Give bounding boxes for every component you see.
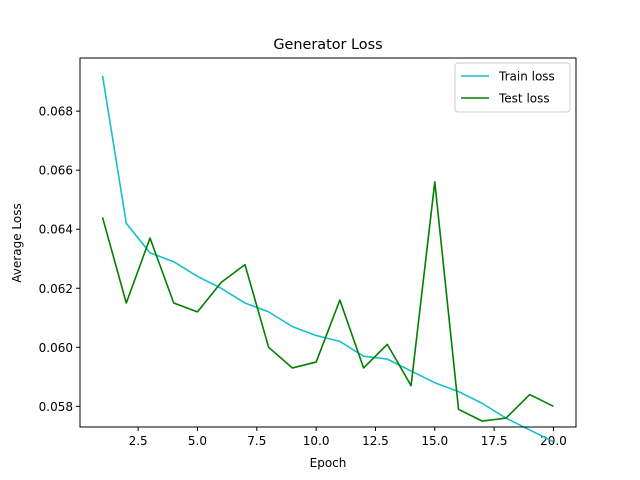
chart-title: Generator Loss [273,37,382,53]
x-axis-label: Epoch [310,456,347,470]
y-axis-label: Average Loss [10,203,24,282]
legend-label: Test loss [498,92,550,106]
series-line-0 [101,75,554,443]
legend-label: Train loss [498,70,555,84]
y-tick-label: 0.058 [39,400,73,414]
x-tick-label: 15.0 [421,434,448,448]
y-tick-label: 0.064 [39,223,73,237]
x-tick-label: 17.5 [481,434,508,448]
legend: Train loss Test loss [454,62,571,113]
y-tick-label: 0.066 [39,164,73,178]
y-tick-label: 0.062 [39,282,73,296]
y-tick-label: 0.060 [39,341,73,355]
series-line-1 [101,181,554,422]
plot-area-frame [79,57,577,428]
x-tick-label: 7.5 [247,434,266,448]
x-tick-label: 5.0 [188,434,207,448]
y-tick-label: 0.068 [39,105,73,119]
x-tick-label: 2.5 [129,434,148,448]
x-tick-label: 12.5 [362,434,389,448]
series-layer [101,75,554,443]
y-axis-ticks: 0.058 0.060 0.062 0.064 0.066 0.068 [39,105,80,414]
x-tick-label: 10.0 [303,434,330,448]
